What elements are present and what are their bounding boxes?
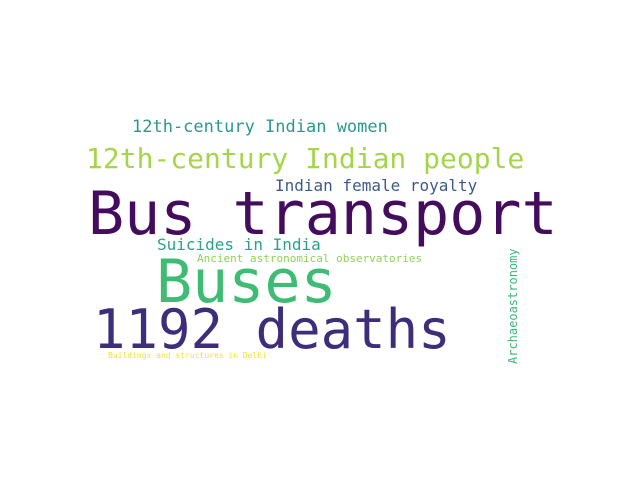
word-suicides-in-india: Suicides in India bbox=[157, 235, 321, 254]
word-12th-century-indian-people: 12th-century Indian people bbox=[86, 142, 525, 175]
word-bus-transport: Bus transport bbox=[88, 179, 558, 249]
word-indian-female-royalty: Indian female royalty bbox=[275, 176, 478, 195]
word-buildings-and-structures-in-delhi: Buildings and structures in Delhi bbox=[108, 351, 267, 360]
word-buses: Buses bbox=[156, 247, 337, 317]
word-archaeoastronomy: Archaeoastronomy bbox=[506, 248, 520, 364]
word-12th-century-indian-women: 12th-century Indian women bbox=[132, 117, 388, 137]
word-1192-deaths: 1192 deaths bbox=[93, 298, 451, 361]
word-ancient-astronomical-observatories: Ancient astronomical observatories bbox=[197, 252, 423, 265]
